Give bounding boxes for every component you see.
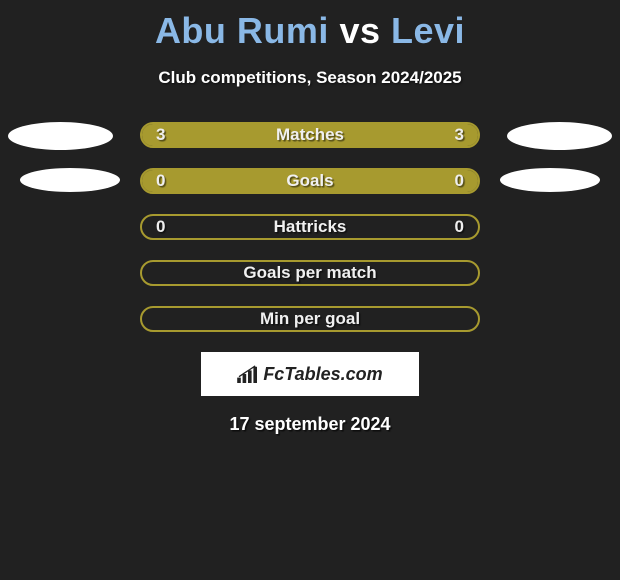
stat-value-left: 0	[156, 217, 165, 237]
stat-fill-left	[142, 170, 310, 192]
stat-value-right: 0	[455, 217, 464, 237]
stat-label: Min per goal	[260, 309, 360, 329]
vs-text: vs	[339, 10, 380, 51]
stats-area: 3 Matches 3 0 Goals 0 0 Hattricks 0 Goal…	[0, 122, 620, 332]
player2-name: Levi	[391, 10, 465, 51]
player1-badge-row0	[8, 122, 113, 150]
stat-value-left: 3	[156, 125, 165, 145]
subtitle: Club competitions, Season 2024/2025	[0, 68, 620, 88]
player2-badge-row1	[500, 168, 600, 192]
player1-badge-row1	[20, 168, 120, 192]
logo-text: FcTables.com	[263, 364, 382, 385]
stat-row-hattricks: 0 Hattricks 0	[140, 214, 480, 240]
player2-badge-row0	[507, 122, 612, 150]
stat-label: Hattricks	[274, 217, 347, 237]
stat-row-goals: 0 Goals 0	[140, 168, 480, 194]
player1-name: Abu Rumi	[155, 10, 329, 51]
stat-value-left: 0	[156, 171, 165, 191]
stat-fill-right	[310, 170, 478, 192]
stat-row-min-per-goal: Min per goal	[140, 306, 480, 332]
stat-value-right: 3	[455, 125, 464, 145]
comparison-title: Abu Rumi vs Levi	[0, 0, 620, 52]
stat-value-right: 0	[455, 171, 464, 191]
stat-row-goals-per-match: Goals per match	[140, 260, 480, 286]
stat-label: Goals	[286, 171, 333, 191]
logo-box[interactable]: FcTables.com	[201, 352, 419, 396]
stat-label: Matches	[276, 125, 344, 145]
stat-row-matches: 3 Matches 3	[140, 122, 480, 148]
date: 17 september 2024	[0, 414, 620, 435]
stat-label: Goals per match	[243, 263, 376, 283]
logo: FcTables.com	[237, 364, 382, 385]
bar-chart-icon	[237, 365, 259, 383]
